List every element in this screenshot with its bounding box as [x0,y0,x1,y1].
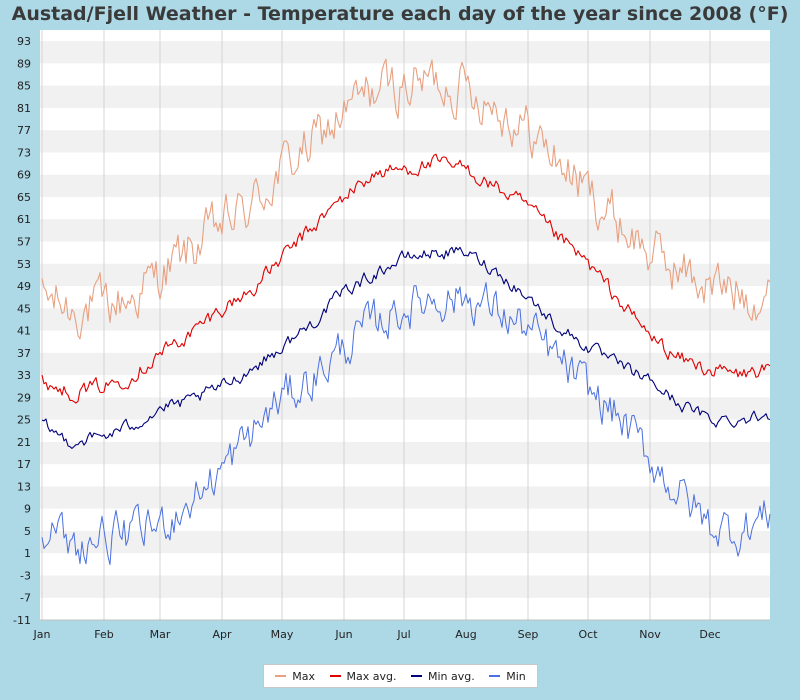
y-tick-label: 45 [17,302,31,315]
grid-band [40,441,770,465]
x-tick-label: May [271,628,294,641]
grid-band [40,130,770,153]
legend-item-min-avg[interactable]: Min avg. [410,669,475,683]
y-tick-label: 65 [17,191,31,204]
y-tick-label: 29 [17,391,31,404]
x-tick-label: Sep [518,628,539,641]
grid-band [40,85,770,108]
series-line-min [41,282,771,566]
x-tick-label: Nov [639,628,661,641]
y-tick-label: 13 [17,480,31,493]
y-tick-label: 53 [17,258,31,271]
y-tick-label: 61 [17,213,31,226]
grid-band [40,174,770,197]
y-tick-label: 41 [17,325,31,338]
x-tick-label: Aug [455,628,476,641]
series-line-min-avg [41,246,771,449]
y-tick-label: 17 [17,458,31,471]
legend-label-min-avg: Min avg. [427,669,475,683]
series-lines [41,58,771,566]
y-axis: -11 -7 -3 1 5 9 13 17 21 25 29 33 37 41 45 49 53 57 61 65 69… [13,35,31,627]
y-tick-label: 5 [24,525,31,538]
x-tick-label: Jan [33,628,51,641]
grid-band [40,486,770,509]
x-tick-label: Feb [94,628,113,641]
legend-label-max: Max [292,669,315,683]
y-tick-label: 49 [17,280,31,293]
y-tick-label: 69 [17,169,31,182]
legend-label-max-avg: Max avg. [346,669,397,683]
y-tick-label: -11 [13,614,31,627]
x-tick-label: Jun [334,628,352,641]
legend-swatch-min [489,675,501,677]
y-tick-label: 77 [17,124,31,137]
legend-swatch-max-avg [329,675,341,677]
y-tick-label: 73 [17,146,31,159]
legend-item-max-avg[interactable]: Max avg. [329,669,397,683]
y-tick-label: 33 [17,369,31,382]
x-tick-label: Oct [578,628,598,641]
grid-band [40,352,770,376]
y-tick-label: 85 [17,80,31,93]
y-tick-label: -3 [20,569,31,582]
series-line-max [41,58,771,340]
y-tick-label: 89 [17,57,31,70]
y-tick-label: 1 [24,547,31,560]
month-grid-lines [41,30,711,620]
x-axis: Jan Feb Mar Apr May Jun Jul Aug Sep Oct Nov Dec [33,628,721,641]
legend: Max Max avg. Min avg. Min [263,664,538,688]
grid-band [40,575,770,598]
y-tick-label: 93 [17,35,31,48]
x-tick-label: Dec [699,628,720,641]
x-tick-label: Apr [212,628,232,641]
legend-item-max[interactable]: Max [275,670,315,683]
legend-label-min: Min [506,669,526,683]
grid-band [40,41,770,64]
y-tick-label: 57 [17,236,31,249]
y-tick-label: 9 [24,503,31,516]
y-tick-label: 25 [17,414,31,427]
x-tick-label: Mar [150,628,171,641]
grid-band [40,530,770,554]
grid-band [40,308,770,331]
y-tick-label: 81 [17,102,31,115]
series-line-max-avg [41,153,771,404]
legend-item-min[interactable]: Min [489,670,526,683]
legend-swatch-max [275,675,287,677]
y-tick-label: 21 [17,436,31,449]
y-tick-label: 37 [17,347,31,360]
legend-swatch-min-avg [410,675,422,677]
x-tick-label: Jul [396,628,410,641]
chart-title: Austad/Fjell Weather - Temperature each … [11,3,789,25]
y-tick-label: -7 [20,592,31,605]
